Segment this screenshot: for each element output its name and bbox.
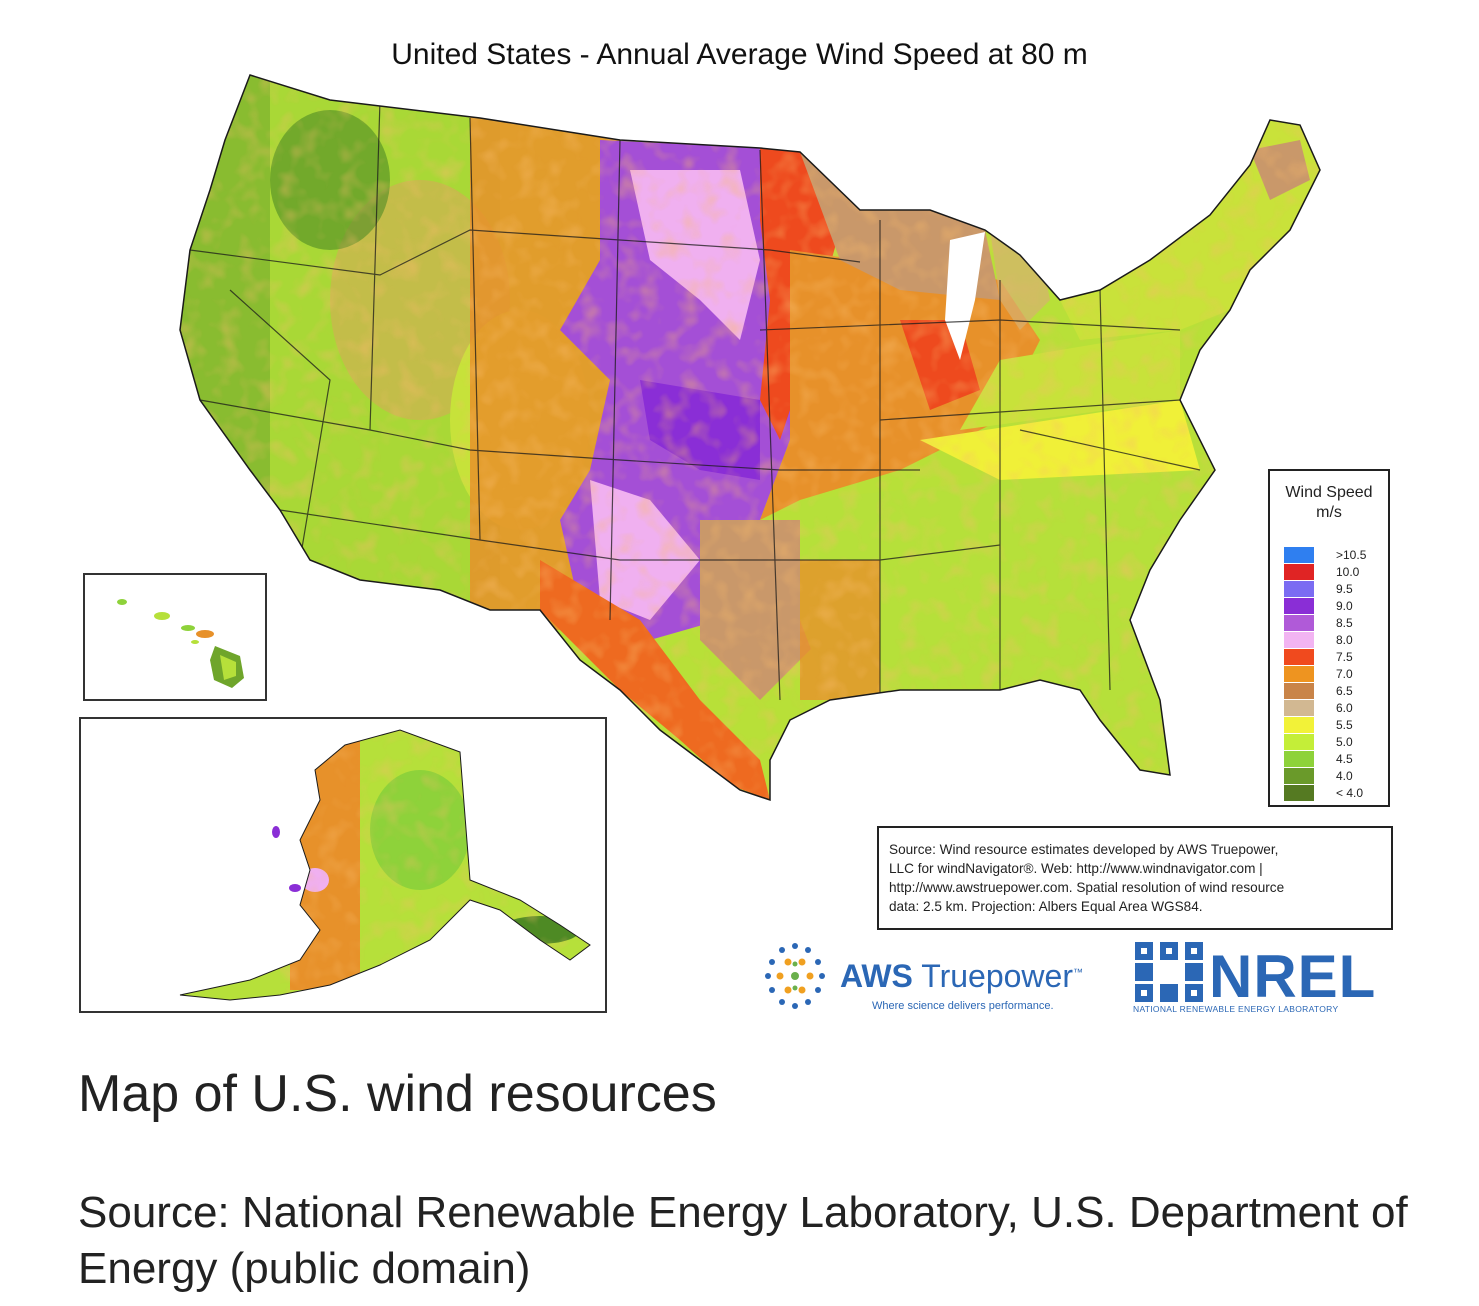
aws-truepower-logo: AWS Truepower™ Where science delivers pe… bbox=[760, 938, 1120, 1018]
legend-label: 8.5 bbox=[1336, 616, 1353, 630]
aws-logo-tagline: Where science delivers performance. bbox=[872, 1000, 1054, 1012]
legend-label: >10.5 bbox=[1336, 548, 1367, 562]
legend-swatch bbox=[1284, 717, 1314, 733]
aws-logo-name: Truepower bbox=[921, 958, 1073, 994]
source-note-box: Source: Wind resource estimates develope… bbox=[877, 826, 1393, 930]
nrel-logo: NREL NATIONAL RENEWABLE ENERGY LABORATOR… bbox=[1133, 938, 1403, 1018]
map-title: United States - Annual Average Wind Spee… bbox=[391, 38, 1088, 71]
hawaii-map bbox=[117, 599, 244, 688]
nrel-wordmark: NREL bbox=[1209, 943, 1377, 1010]
figure-caption-title: Map of U.S. wind resources bbox=[78, 1065, 717, 1123]
legend-label: 5.0 bbox=[1336, 735, 1353, 749]
legend-swatch bbox=[1284, 683, 1314, 699]
nrel-subtitle: NATIONAL RENEWABLE ENERGY LABORATORY bbox=[1133, 1004, 1339, 1014]
legend-swatch bbox=[1284, 768, 1314, 784]
source-note-line: data: 2.5 km. Projection: Albers Equal A… bbox=[889, 899, 1203, 914]
nrel-grid-icon bbox=[1135, 942, 1203, 1002]
legend-swatch bbox=[1284, 615, 1314, 631]
legend-label: 6.0 bbox=[1336, 701, 1353, 715]
legend-label: 9.0 bbox=[1336, 599, 1353, 613]
legend-label: 6.5 bbox=[1336, 684, 1353, 698]
legend-swatch bbox=[1284, 785, 1314, 801]
legend-swatch bbox=[1284, 564, 1314, 580]
legend-swatch bbox=[1284, 581, 1314, 597]
legend-label: 10.0 bbox=[1336, 565, 1360, 579]
legend-label: 4.5 bbox=[1336, 752, 1353, 766]
legend-swatch bbox=[1284, 649, 1314, 665]
aws-logo-bold: AWS bbox=[840, 958, 913, 994]
wind-speed-legend: Wind Speed m/s >10.5 10.0 9.5 9.0 8.5 8.0 7.5 7… bbox=[1268, 469, 1390, 807]
legend-title-label: Wind Speed bbox=[1285, 484, 1373, 501]
source-note-line: http://www.awstruepower.com. Spatial res… bbox=[889, 880, 1285, 895]
source-note-line: Source: Wind resource estimates develope… bbox=[889, 842, 1279, 857]
legend-swatch bbox=[1284, 734, 1314, 750]
legend-swatch bbox=[1284, 547, 1314, 563]
figure-caption-source: Source: National Renewable Energy Labora… bbox=[78, 1188, 1408, 1293]
legend-label: < 4.0 bbox=[1336, 786, 1364, 800]
legend-unit-label: m/s bbox=[1316, 504, 1342, 521]
legend-swatch bbox=[1284, 751, 1314, 767]
legend-swatch bbox=[1284, 632, 1314, 648]
wind-map bbox=[79, 74, 1321, 1013]
legend-label: 8.0 bbox=[1336, 633, 1353, 647]
contiguous-us-map bbox=[179, 74, 1321, 802]
legend-label: 7.5 bbox=[1336, 650, 1353, 664]
legend-title: Wind Speed m/s bbox=[1270, 483, 1388, 523]
legend-label: 9.5 bbox=[1336, 582, 1353, 596]
legend-swatch bbox=[1284, 598, 1314, 614]
legend-label: 4.0 bbox=[1336, 769, 1353, 783]
aws-logo-tm: ™ bbox=[1072, 967, 1083, 979]
aws-dots-icon bbox=[765, 943, 825, 1009]
legend-swatch bbox=[1284, 700, 1314, 716]
legend-swatch bbox=[1284, 666, 1314, 682]
legend-label: 5.5 bbox=[1336, 718, 1353, 732]
source-note-line: LLC for windNavigator®. Web: http://www.… bbox=[889, 861, 1263, 876]
aws-logo-wordmark: AWS Truepower™ bbox=[840, 958, 1083, 995]
legend-label: 7.0 bbox=[1336, 667, 1353, 681]
